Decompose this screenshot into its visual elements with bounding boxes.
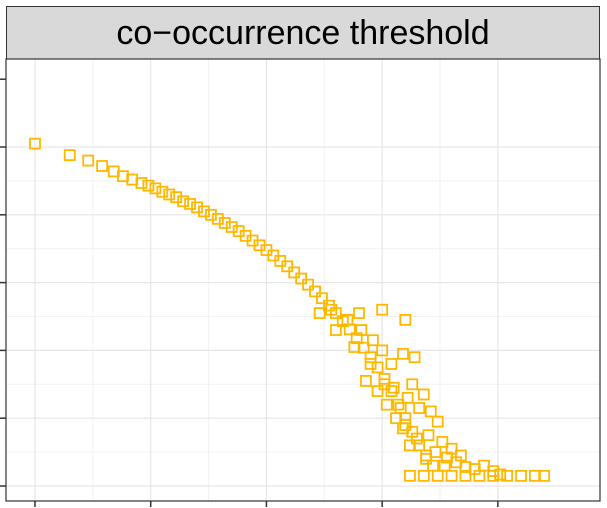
data-point [191,201,203,214]
data-point [515,469,527,482]
data-point [135,177,148,189]
data-point [142,179,155,192]
data-point [295,272,308,285]
data-point [429,446,442,459]
axis-ticks [0,78,499,507]
data-point [454,449,467,462]
plot-panel-border [5,58,601,502]
data-point [487,469,500,482]
data-point [313,307,326,320]
data-point [323,299,335,312]
data-point [211,212,224,225]
data-point [494,468,507,481]
data-point [376,303,389,316]
data-point [473,469,486,482]
data-point [364,358,377,370]
data-point [218,217,231,229]
data-point [424,405,437,418]
data-point [538,469,551,482]
data-point [184,198,196,210]
data-point [431,415,444,428]
data-point [385,385,398,397]
data-point [436,436,449,448]
major-gridlines [6,59,600,501]
data-point [417,469,430,482]
data-point [367,334,379,347]
data-points [29,137,551,482]
data-point [302,278,315,291]
data-point [413,402,426,414]
data-point [394,402,407,414]
data-point [348,341,361,353]
data-point [397,347,409,360]
data-point [371,385,384,397]
data-point [82,154,95,167]
data-point [399,313,412,326]
data-point [422,429,435,442]
data-point [225,221,238,233]
data-point [316,292,328,305]
data-point [371,361,384,374]
data-point [360,375,372,387]
data-point [431,469,444,482]
data-point [341,313,354,326]
data-point [355,324,368,336]
data-point [96,160,109,172]
data-point [410,432,423,445]
data-point [198,205,210,218]
data-point [385,358,398,370]
data-point [376,344,389,357]
data-point [392,398,405,411]
data-point [401,391,414,404]
data-point [438,459,451,472]
data-point [325,303,338,316]
data-point [177,195,190,208]
data-point [380,398,393,411]
data-point [397,422,409,435]
data-point [156,185,169,198]
data-point [204,208,217,221]
data-point [406,378,419,391]
minor-gridlines [6,59,600,501]
data-point [501,469,514,482]
data-point [387,381,400,394]
data-point [163,188,176,201]
data-point [281,260,294,273]
data-point [63,149,76,162]
data-point [404,469,416,482]
facet-strip-label: co−occurrence threshold [116,13,490,52]
data-point [149,182,162,195]
data-point [288,266,301,279]
data-point [170,191,183,204]
data-point [329,324,342,336]
data-point [399,419,412,431]
data-point [353,307,365,320]
data-point [29,137,41,150]
data-point [445,469,458,482]
data-point [364,351,377,364]
data-point [309,285,321,298]
data-point [404,439,416,452]
data-point [408,351,421,364]
data-point [459,469,472,482]
facet-strip: co−occurrence threshold [6,6,600,60]
data-point [417,388,430,401]
